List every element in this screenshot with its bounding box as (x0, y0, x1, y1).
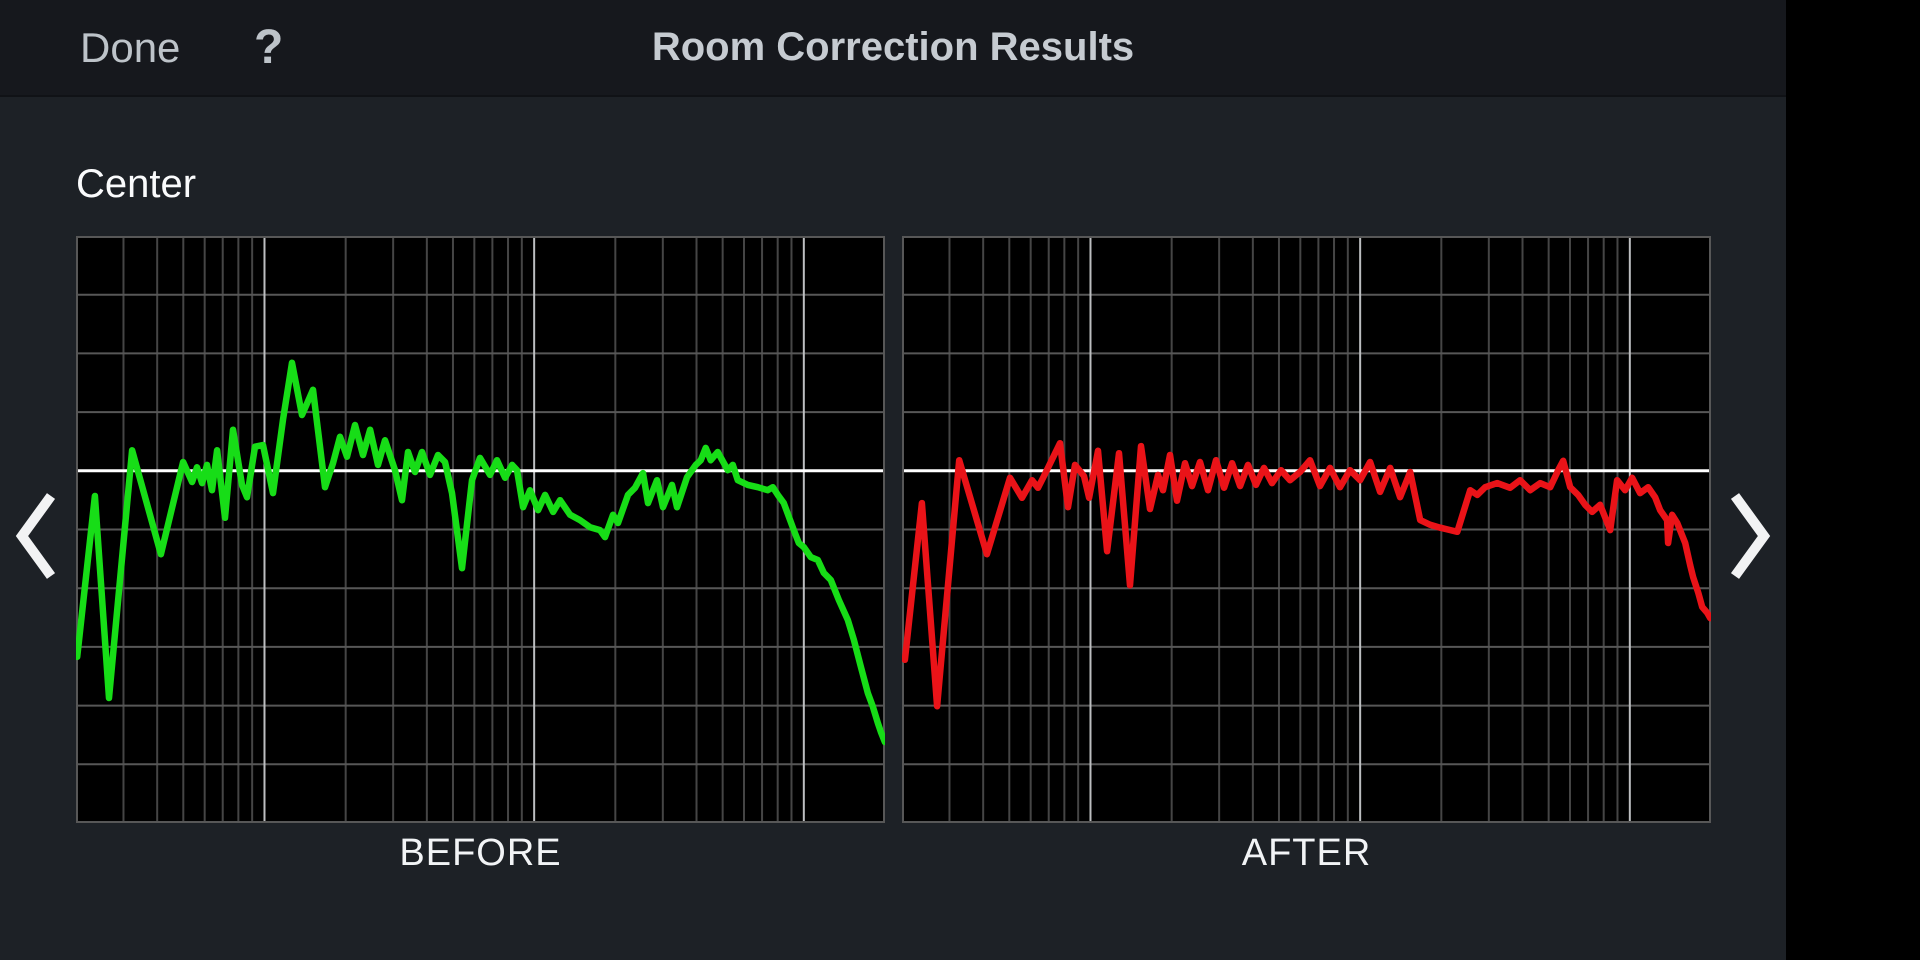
chevron-right-icon[interactable] (1724, 490, 1776, 582)
after-label: AFTER (1241, 832, 1372, 874)
chart-border (76, 236, 885, 823)
done-button[interactable]: Done (80, 0, 180, 95)
grid-horizontal (76, 293, 885, 766)
screen-letterbox (1786, 0, 1920, 960)
channel-label: Center (76, 162, 197, 206)
before-chart (73, 236, 889, 823)
response-curve (73, 359, 889, 746)
response-curve (901, 439, 1714, 710)
before-chart-plot (73, 236, 889, 823)
top-bar: Done ? Room Correction Results (0, 0, 1786, 97)
after-chart (901, 236, 1714, 823)
help-icon[interactable]: ? (254, 0, 283, 95)
chevron-left-icon[interactable] (10, 490, 62, 582)
app-screen: Done ? Room Correction Results Center BE… (0, 0, 1786, 960)
chart-border (902, 236, 1711, 823)
after-chart-plot (901, 236, 1714, 823)
grid-horizontal (902, 293, 1711, 766)
before-label: BEFORE (399, 832, 562, 874)
grid-vertical-major (263, 236, 805, 823)
grid-vertical-major (1089, 236, 1631, 823)
